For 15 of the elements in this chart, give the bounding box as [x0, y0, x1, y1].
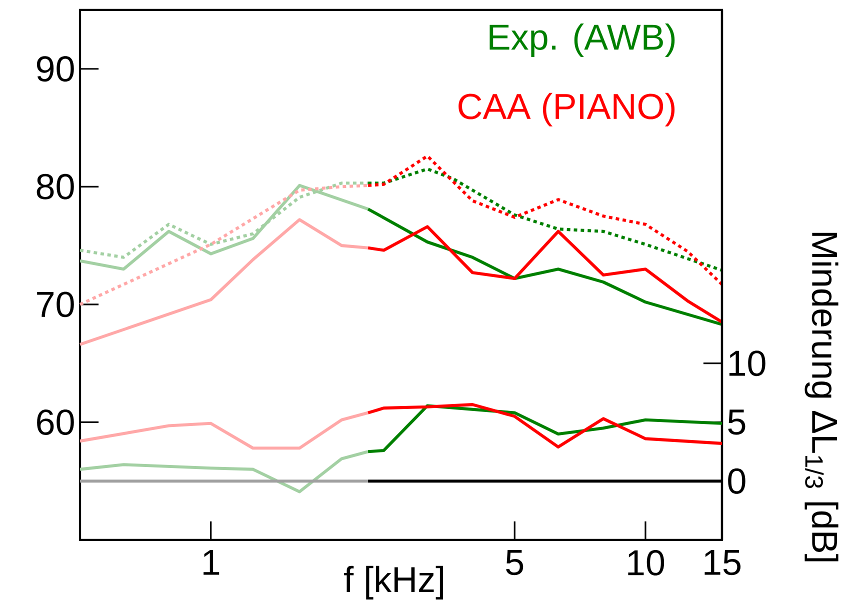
y2-tick-label: 10 — [729, 350, 766, 376]
y2-tick-label: 0 — [728, 468, 746, 494]
text: Exp. (AWB) — [490, 23, 675, 58]
x-axis-title: f [kHz] — [344, 566, 444, 600]
y-tick-label: 60 — [37, 409, 74, 435]
y2-tick-label: 5 — [728, 410, 746, 435]
text: CAA (PIANO) — [458, 92, 675, 126]
y2-axis-title: Minderung ΔL$_{1/3}$ [dB] — [804, 232, 838, 562]
y-tick-label: 70 — [37, 292, 74, 318]
x-tick-label: 1 — [204, 550, 220, 575]
y-tick-label: 80 — [36, 174, 74, 200]
x-tick-label: 10 — [628, 550, 664, 576]
y-tick-label: 90 — [36, 56, 74, 82]
x-tick-label: 5 — [506, 550, 524, 576]
x-tick-label: 15 — [704, 550, 740, 576]
